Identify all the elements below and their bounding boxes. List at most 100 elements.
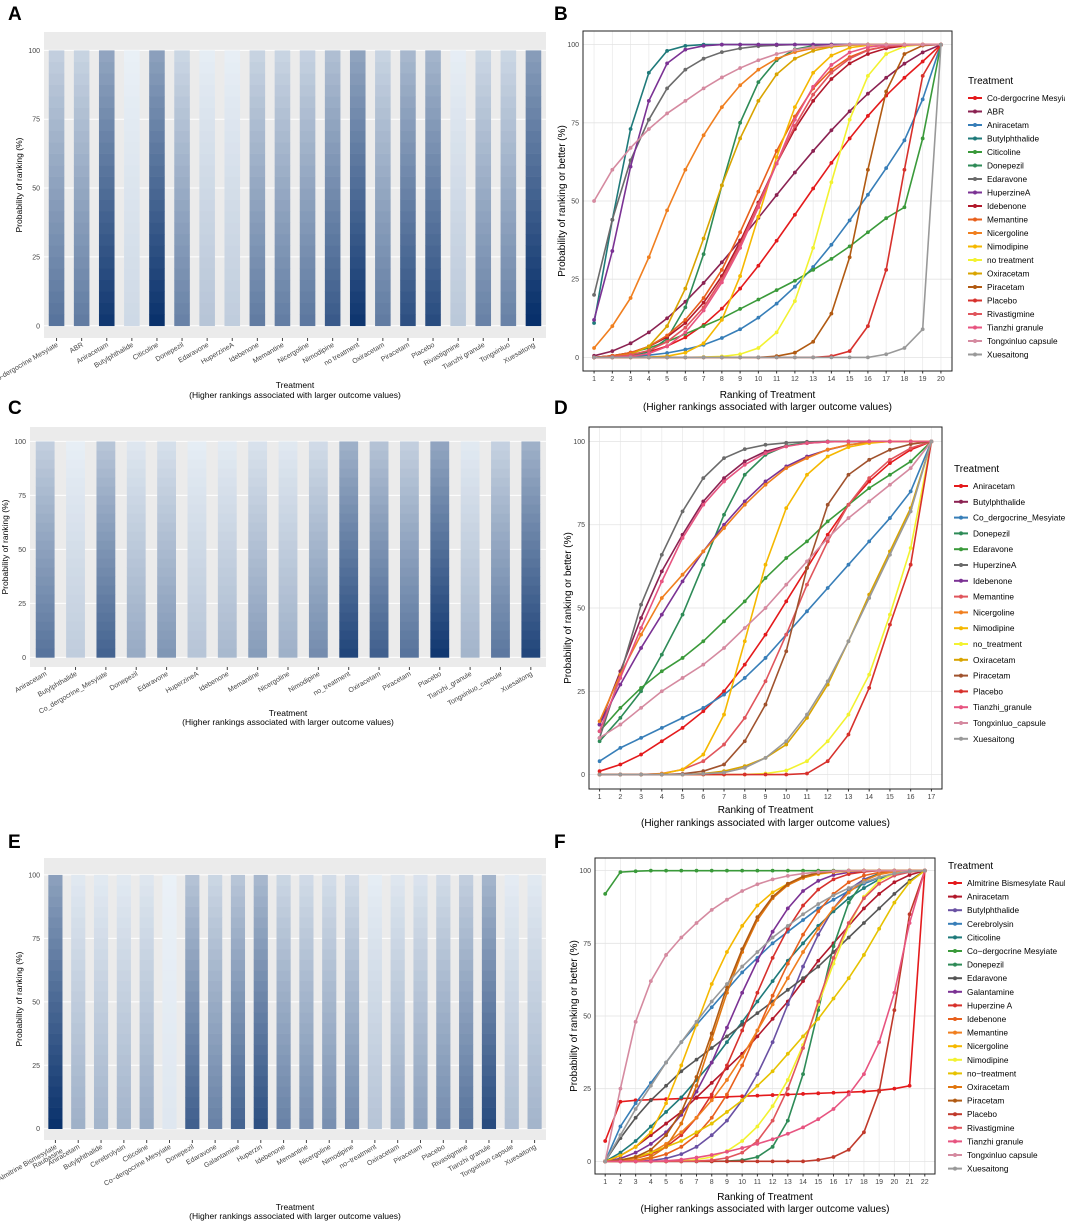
panel-e-bar-11-segment-17 xyxy=(299,938,314,950)
panel-a-bar-7-segment-19 xyxy=(224,96,241,109)
panel-e-bar-13-segment-7 xyxy=(344,1044,360,1055)
panel-a-bar-4-segment-6 xyxy=(149,245,165,258)
panel-b-ytick-1: 25 xyxy=(571,277,579,284)
panel-c-bar-2-segment-5 xyxy=(96,603,116,613)
panel-c-bar-3-segment-9 xyxy=(126,567,146,577)
panel-c-xtick-label-5: HuperzineA xyxy=(165,671,200,696)
panel-d-series-1-point-7 xyxy=(742,459,747,464)
panel-d-series-2-point-1 xyxy=(618,745,623,750)
panel-f-series-21-point-15 xyxy=(831,893,836,898)
panel-f-series-7-point-18 xyxy=(877,906,882,911)
panel-e-bar-16-segment-8 xyxy=(413,1033,428,1045)
panel-d-series-6-point-6 xyxy=(722,522,726,527)
panel-c-bar-2-segment-16 xyxy=(96,504,116,514)
panel-c-bar-14-segment-16 xyxy=(460,504,480,514)
panel-d-series-5-point-2 xyxy=(639,602,643,607)
panel-b-legend-label-18: Tongxinluo capsule xyxy=(987,336,1058,346)
panel-c-bar-11-segment-2 xyxy=(369,630,389,640)
panel-a-bar-18-segment-23 xyxy=(500,50,517,63)
panel-b-legend-label-9: Memantine xyxy=(987,215,1028,225)
panel-e-bar-10-segment-1 xyxy=(276,1107,291,1119)
panel-c-bar-12-segment-20 xyxy=(400,468,419,478)
panel-d-series-2-point-12 xyxy=(846,562,851,567)
panel-a-bar-1-segment-16 xyxy=(73,130,90,143)
panel-b-series-10-point-8 xyxy=(738,83,743,88)
panel-d-legend-label-3: Donepezil xyxy=(973,528,1010,538)
panel-f-legend-marker-3 xyxy=(953,921,957,926)
panel-f-xtick-14: 15 xyxy=(814,1179,822,1186)
panel-c-bar-9-segment-14 xyxy=(308,522,328,532)
panel-e-bar-9-segment-16 xyxy=(253,948,268,960)
panel-e-bar-15-segment-22 xyxy=(390,885,405,897)
panel-c-bar-10-segment-7 xyxy=(339,585,359,595)
panel-a-bar-15-segment-3 xyxy=(425,279,441,292)
panel-b-ytick-4: 100 xyxy=(567,42,579,49)
panel-c-bar-4-segment-23 xyxy=(157,441,176,451)
panel-e-bar-21-segment-22 xyxy=(527,885,542,897)
panel-e-bar-9-segment-18 xyxy=(253,927,268,939)
panel-e-bar-9-segment-13 xyxy=(253,980,268,992)
panel-e-bar-16-segment-11 xyxy=(413,1001,428,1013)
panel-d-series-12-point-13 xyxy=(867,457,872,462)
panel-f-series-7-point-10 xyxy=(755,1011,760,1015)
panel-e-bar-2-segment-2 xyxy=(93,1096,109,1108)
panel-c-bar-0-segment-2 xyxy=(35,630,55,640)
panel-f-series-15-point-3 xyxy=(648,1155,653,1159)
panel-d-series-12-point-7 xyxy=(742,739,747,744)
panel-d-series-5-point-5 xyxy=(701,476,706,481)
panel-b-series-1-point-12 xyxy=(811,149,816,153)
panel-e-bar-1-segment-10 xyxy=(71,1012,86,1024)
panel-f-series-1-point-20 xyxy=(907,873,912,877)
panel-e-bar-6-segment-6 xyxy=(185,1054,200,1066)
panel-f-series-17-point-11 xyxy=(770,1159,775,1164)
panel-a-bar-16-segment-6 xyxy=(450,245,466,258)
panel-f-series-19-point-7 xyxy=(709,1153,714,1157)
panel-d-series-5-point-7 xyxy=(742,447,747,452)
panel-a-bar-17-segment-16 xyxy=(475,130,492,143)
panel-a-bar-4-segment-4 xyxy=(149,268,165,281)
panel-e-bar-1-segment-0 xyxy=(71,1118,86,1130)
panel-a-bar-0-segment-22 xyxy=(48,61,65,74)
panel-a-bar-13-segment-2 xyxy=(375,291,391,304)
panel-d-series-2-point-5 xyxy=(701,706,706,710)
panel-e-bar-15-segment-18 xyxy=(390,927,405,939)
panel-a-bar-3-segment-4 xyxy=(124,268,140,281)
panel-f-legend-label-16: Piracetam xyxy=(967,1096,1004,1106)
panel-c-bar-6-segment-3 xyxy=(217,621,237,631)
panel-a-bar-1-segment-8 xyxy=(73,222,90,235)
panel-e-bar-16-segment-5 xyxy=(413,1065,428,1077)
panel-a-bar-19-segment-5 xyxy=(525,256,542,269)
panel-c-bar-15-segment-17 xyxy=(491,495,510,505)
panel-e-bar-7-segment-11 xyxy=(208,1001,223,1013)
panel-a-bar-10-segment-19 xyxy=(299,96,316,109)
panel-c-bar-12-segment-22 xyxy=(400,450,419,460)
panel-c-bar-4-segment-18 xyxy=(157,486,176,496)
panel-b-series-13-point-5 xyxy=(683,286,688,291)
panel-a-bar-10-segment-11 xyxy=(299,188,316,200)
panel-a-bar-9-segment-12 xyxy=(274,176,291,189)
panel-a-bar-18-segment-6 xyxy=(500,245,517,258)
panel-c-bar-0-segment-20 xyxy=(35,468,55,478)
panel-e-bar-13-segment-13 xyxy=(344,980,360,992)
panel-f-series-1-point-11 xyxy=(770,1017,775,1021)
panel-f-series-21-point-11 xyxy=(770,935,775,940)
panel-f-series-11-point-10 xyxy=(755,1028,760,1033)
panel-a-bar-19-segment-0 xyxy=(525,314,542,327)
panel-a-bar-7-segment-0 xyxy=(224,314,241,327)
panel-b-legend-marker-17 xyxy=(973,325,977,330)
panel-d-series-16-point-4 xyxy=(680,772,685,777)
panel-d-series-14-point-10 xyxy=(805,441,809,446)
panel-c-bar-2-segment-15 xyxy=(96,513,116,523)
panel-c-bar-7-segment-17 xyxy=(248,495,268,505)
panel-a-bar-15-segment-14 xyxy=(425,153,441,166)
panel-e-bar-1-segment-22 xyxy=(71,885,86,897)
panel-c-bar-14-segment-0 xyxy=(460,648,480,658)
panel-e-bar-10-segment-2 xyxy=(276,1096,291,1108)
panel-c-xtick-label-6: Idebenone xyxy=(198,671,230,694)
panel-e-bar-18-segment-6 xyxy=(459,1054,474,1066)
panel-e-bar-2-segment-7 xyxy=(93,1044,109,1055)
panel-f-series-3-point-11 xyxy=(770,941,775,946)
panel-c-ytick-3: 75 xyxy=(18,493,26,500)
panel-f-series-10-point-4 xyxy=(664,1152,668,1156)
panel-e-bar-21-segment-20 xyxy=(527,906,542,918)
